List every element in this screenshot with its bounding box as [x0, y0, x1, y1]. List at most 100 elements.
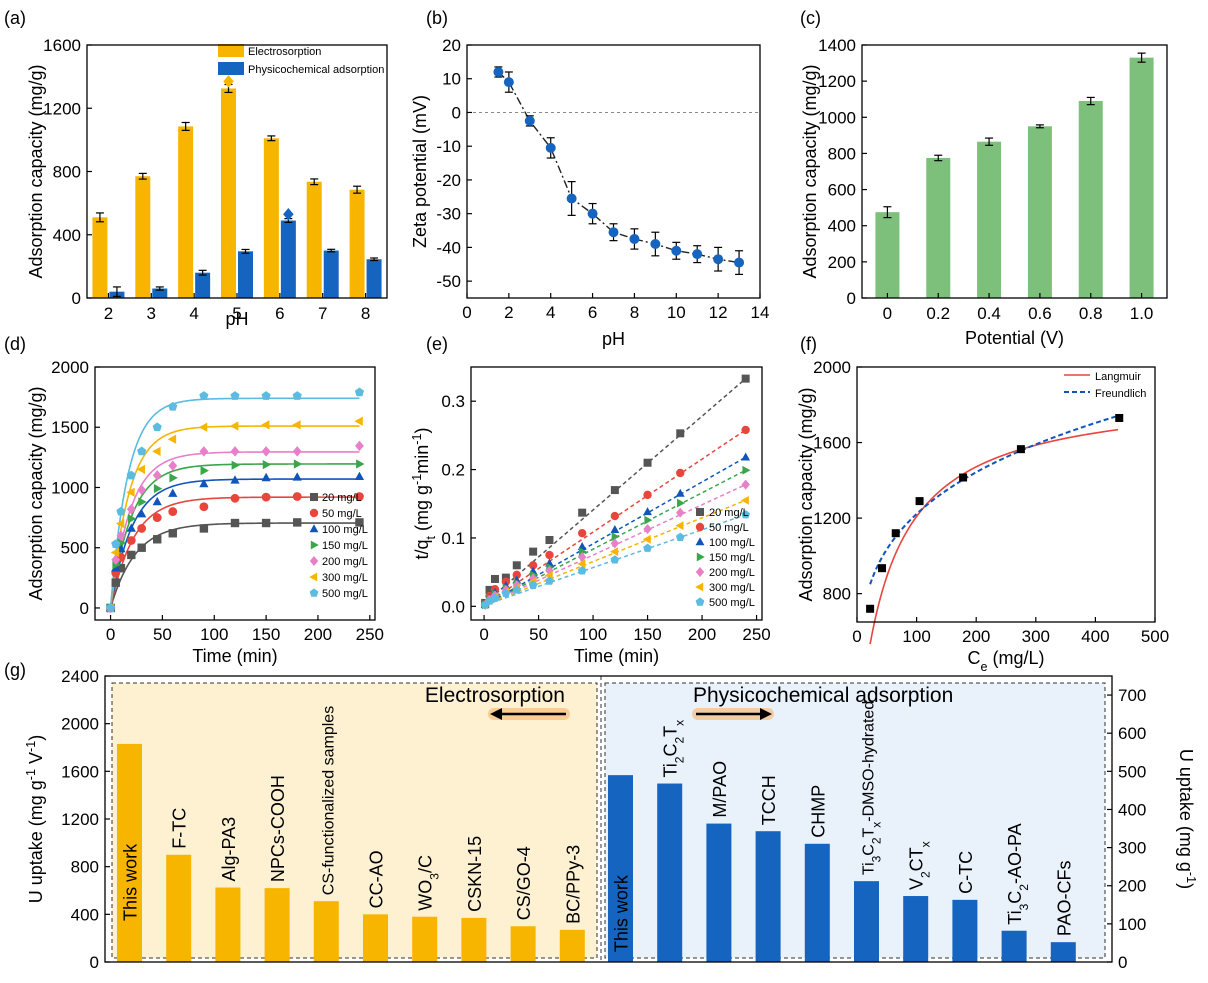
square-marker [1016, 445, 1025, 454]
legend-label: 150 mg/L [322, 540, 368, 552]
x-tick-label: 0 [462, 303, 471, 322]
square-marker [116, 563, 126, 573]
triangle-left-marker [110, 547, 120, 558]
circle-marker [545, 550, 554, 560]
y-tick-label: 1200 [818, 72, 856, 91]
freundlich-curve [869, 414, 1119, 585]
square-marker [168, 529, 177, 538]
x-tick-label: 0.4 [977, 304, 1001, 323]
bar-electrosorption [221, 88, 236, 298]
legend-label: 20 mg/L [322, 492, 362, 504]
legend-label: 500 mg/L [709, 597, 755, 609]
panel-a: (a) 2 3 4 5 6 7 8 0 400 800 1200 1600 pH Adsorption ca… [4, 8, 384, 329]
bar-electrosorption [178, 126, 194, 298]
this-work-label: This work [612, 874, 632, 952]
pentagon-marker [152, 422, 162, 432]
pentagon-marker [199, 391, 209, 400]
y-tick-label: 1500 [51, 418, 89, 437]
y-tick-label: 1200 [813, 509, 851, 528]
x-tick-label: 500 [1141, 627, 1169, 646]
y-tick-label: 0 [90, 953, 99, 972]
triangle-up-marker [643, 507, 652, 516]
zeta-point [671, 245, 682, 256]
y-tick-label: 0 [1118, 953, 1127, 972]
diamond-marker [152, 470, 162, 481]
circle-marker [309, 508, 319, 518]
bar-physicochemical [280, 220, 296, 298]
y-tick-label: 100 [1118, 915, 1146, 934]
y-tick-label: 2400 [61, 667, 99, 686]
x-tick-label: 0.6 [1028, 304, 1052, 323]
square-marker [959, 473, 968, 482]
square-marker [111, 578, 120, 587]
bar-label: WO3/C [416, 855, 442, 911]
diamond-marker [676, 507, 685, 518]
bar-label: CHMP [808, 785, 828, 838]
bar-label: TCCH [759, 775, 779, 825]
triangle-right-marker [310, 540, 319, 550]
bar-electrosorption [135, 176, 151, 298]
legend-label: Freundlich [1095, 388, 1146, 400]
diamond-marker [126, 503, 136, 515]
bar-physicochemical [608, 775, 633, 962]
x-tick-label: 0 [883, 304, 892, 323]
triangle-up-marker [261, 472, 271, 482]
pentagon-marker [501, 588, 511, 598]
y-tick-label: 800 [71, 858, 99, 877]
pentagon-marker [261, 391, 271, 400]
diamond-marker [577, 552, 587, 563]
left-arrow-head [490, 708, 502, 720]
bar-electrosorption [461, 917, 487, 962]
bar-label: F-TC [170, 808, 190, 849]
pentagon-marker [577, 566, 587, 575]
panel-g: (g) This work F-TC Alg-PA3 NPCs-COOH CS-funct… [4, 660, 1198, 972]
x-tick-label: 4 [189, 304, 198, 323]
bar-physicochemical [1050, 942, 1076, 962]
circle-marker [261, 492, 271, 502]
square-marker [310, 493, 318, 501]
square-marker [137, 543, 146, 552]
triangle-up-marker [230, 475, 240, 484]
bar-potential [1129, 57, 1154, 299]
x-axis-title: pH [602, 329, 625, 349]
pentagon-marker [137, 446, 147, 456]
right-arrow-head [760, 708, 772, 720]
x-tick-label: 1.0 [1130, 304, 1154, 323]
x-tick-label: 2 [504, 303, 513, 322]
square-marker [127, 550, 136, 560]
triangle-right-marker [200, 465, 209, 476]
diamond-marker [137, 484, 147, 496]
square-marker [578, 508, 587, 517]
triangle-left-marker [126, 487, 135, 497]
diamond-marker [643, 524, 652, 535]
legend-label: Langmuir [1095, 371, 1141, 383]
zeta-point [545, 142, 556, 153]
square-marker [696, 508, 704, 516]
legend-label: Physicochemical adsorption [248, 64, 384, 76]
x-tick-label: 250 [742, 625, 770, 644]
panel-label: (b) [426, 8, 448, 28]
panel-e: (e) 0.0 0.1 0.2 0.3 0 50 100 150 200 250 Time (min)… [410, 334, 771, 666]
pentagon-marker [309, 588, 319, 597]
triangle-right-marker [356, 459, 365, 469]
bar-label: CC-AO [367, 850, 387, 908]
x-axis-title: Time (min) [192, 646, 277, 666]
triangle-left-marker [115, 518, 125, 529]
triangle-right-marker [696, 552, 705, 562]
x-tick-label: 100 [579, 625, 607, 644]
panel-label: (d) [4, 334, 26, 354]
triangle-up-marker [137, 508, 147, 518]
y-tick-label: 10 [442, 70, 461, 89]
x-tick-label: 150 [252, 625, 280, 644]
bar-electrosorption [559, 929, 585, 962]
x-tick-label: 200 [304, 625, 332, 644]
y-tick-label: 400 [71, 905, 99, 924]
pentagon-marker [545, 576, 554, 585]
pentagon-marker [116, 506, 126, 516]
langmuir-curve [869, 428, 1119, 645]
x-tick-label: 14 [751, 303, 770, 322]
y-tick-label: 0 [80, 599, 89, 618]
triangle-right-marker [262, 459, 272, 470]
y-tick-label: 2000 [61, 715, 99, 734]
y-tick-label: 0 [72, 289, 81, 308]
